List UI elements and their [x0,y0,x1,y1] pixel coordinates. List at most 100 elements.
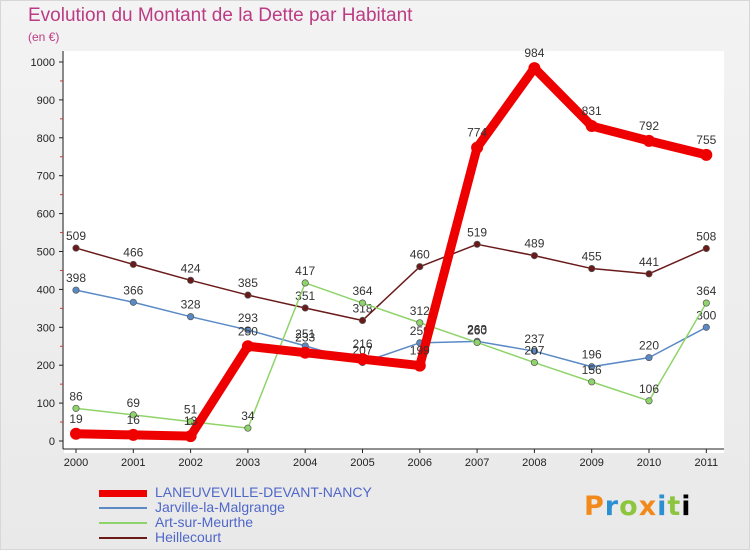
data-label: 16 [127,413,141,427]
data-label: 385 [238,276,258,290]
data-label: 328 [181,298,201,312]
legend-label: LANEUVEVILLE-DEVANT-NANCY [155,484,372,500]
data-point [645,397,653,405]
data-label: 106 [639,382,659,396]
legend-swatch [99,507,147,509]
data-point [72,286,80,294]
data-point [473,338,481,347]
data-point [528,62,541,75]
data-point [702,244,710,253]
data-point [585,120,598,133]
x-tick-label: 2007 [465,457,489,469]
y-axis-ticks: 0 100 200 300 400 500 600 700 800 900 1000 [31,57,63,448]
data-point [241,340,254,353]
data-point [187,276,195,284]
series-line [75,282,708,429]
x-tick-label: 2001 [121,457,145,469]
data-label: 220 [639,339,659,353]
data-label: 509 [66,229,86,243]
data-label: 207 [352,344,372,358]
data-label: 364 [352,284,372,298]
series-line [75,243,708,322]
data-point [187,313,195,321]
data-point [244,424,252,432]
data-label: 263 [467,322,487,336]
data-point [70,427,82,440]
series-art-sur-meurthe: 86 69 51 34 417 364 312 260 207 156 106 364 [69,264,717,432]
y-tick-label: 1000 [31,57,55,69]
data-point [301,279,309,287]
x-tick-label: 2003 [236,457,260,469]
data-point [299,346,312,359]
series-line [71,63,711,441]
data-label: 417 [295,264,315,278]
x-tick-label: 2008 [522,457,546,469]
data-label: 237 [524,332,544,346]
x-tick-label: 2004 [293,457,317,469]
data-label: 466 [123,245,143,259]
data-label: 260 [467,323,487,337]
chart-unit-label: (en €) [28,30,60,44]
data-point [530,358,538,367]
x-tick-label: 2010 [637,457,661,469]
data-label: 792 [639,119,659,133]
data-label: 216 [352,337,372,351]
data-label: 984 [524,46,544,60]
data-label: 69 [127,396,141,410]
data-label: 441 [639,255,659,269]
data-point [129,298,137,306]
data-label: 366 [123,283,143,297]
data-point [301,304,309,312]
data-label: 519 [467,225,487,239]
data-label: 455 [582,250,602,264]
data-point [473,240,481,248]
data-label: 351 [295,289,315,303]
legend-swatch [99,522,147,524]
data-label: 774 [467,126,487,140]
plot-area [64,51,724,453]
data-point [244,326,252,334]
data-point [471,141,484,154]
legend-swatch [99,489,147,497]
x-tick-label: 2000 [64,457,88,469]
y-tick-label: 0 [49,436,55,448]
y-tick-label: 600 [37,209,55,221]
legend-label: Jarville-la-Malgrange [155,499,285,515]
data-label: 424 [181,261,201,275]
y-tick-label: 200 [37,360,55,372]
data-point [413,359,426,372]
data-point [530,347,538,355]
y-tick-label: 900 [37,95,55,107]
data-label: 489 [524,237,544,251]
data-point [129,411,137,419]
data-point [356,353,369,366]
data-point [643,134,655,147]
data-label: 51 [184,403,198,417]
data-point [702,323,710,331]
x-tick-label: 2002 [178,457,202,469]
data-point [416,263,424,271]
data-point [702,299,710,307]
chart-title: Evolution du Montant de la Dette par Hab… [28,5,413,26]
data-point [244,291,252,299]
data-label: 196 [582,348,602,362]
series-line [75,289,708,368]
data-label: 251 [295,327,315,341]
y-tick-label: 400 [37,284,55,296]
data-label: 293 [238,311,258,325]
proxiti-logo: Proxiti [584,491,692,522]
data-label: 250 [238,324,258,338]
legend-label: Art-sur-Meurthe [155,514,254,530]
data-label: 508 [696,229,716,243]
data-point [127,428,140,441]
y-tick-label: 100 [37,398,55,410]
data-label: 312 [410,304,430,318]
data-point [645,270,653,278]
data-point [588,265,596,273]
data-label: 19 [69,412,83,426]
x-axis-ticks: 2000 2001 2002 2003 2004 2005 2006 2007 2008 2009… [64,449,718,469]
data-label: 34 [241,409,255,423]
x-tick-label: 2005 [350,457,374,469]
